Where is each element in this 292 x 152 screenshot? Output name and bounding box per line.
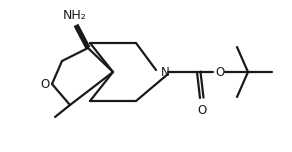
Text: NH₂: NH₂: [63, 9, 87, 22]
Text: O: O: [40, 78, 50, 90]
Text: N: N: [161, 66, 170, 78]
Text: O: O: [215, 66, 225, 78]
Text: O: O: [197, 104, 207, 117]
